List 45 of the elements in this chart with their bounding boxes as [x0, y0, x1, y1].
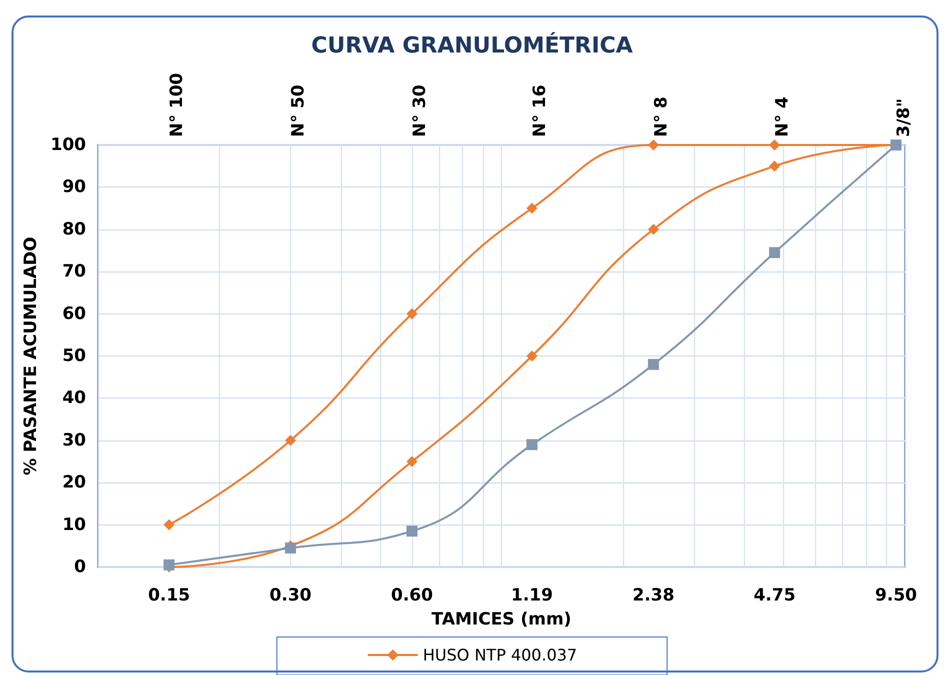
x-axis-title: TAMICES (mm) [432, 610, 572, 630]
point [648, 358, 659, 370]
x-tick-label: 2.38 [632, 586, 674, 606]
point [406, 456, 418, 467]
point [526, 350, 538, 362]
text: N° 100 [167, 72, 188, 137]
point [769, 247, 780, 258]
text: N° 4 [772, 96, 793, 137]
x-tick-label: 0.30 [270, 586, 312, 606]
point [648, 140, 659, 150]
x-tick-label: 0.60 [391, 586, 434, 606]
chart-title: CURVA GRANULOMÉTRICA [311, 32, 633, 58]
y-tick-label: 0 [74, 557, 86, 577]
text: N° 50 [288, 84, 309, 137]
y-tick-label: 70 [62, 262, 86, 282]
point [164, 519, 175, 530]
point [164, 559, 175, 570]
legend-label: HUSO NTP 400.037 [422, 646, 578, 664]
y-tick-label: 60 [62, 304, 86, 324]
text: N° 30 [410, 84, 430, 137]
y-tick-label: 80 [62, 219, 86, 240]
text: N° 8 [651, 96, 672, 137]
x-tick-label: 0.15 [148, 586, 190, 606]
y-tick-label: 90 [62, 177, 86, 198]
point [406, 526, 418, 537]
y-tick-label: 100 [50, 135, 86, 155]
text: 3/8" [894, 98, 914, 137]
y-tick-label: 10 [62, 514, 86, 535]
point [769, 140, 780, 150]
text: N° 16 [530, 84, 550, 137]
point [648, 224, 659, 235]
x-tick-label: 4.75 [754, 586, 796, 606]
x-tick-label: 9.50 [875, 586, 918, 606]
point [406, 308, 418, 320]
point [285, 434, 296, 446]
x-tick-label: 1.19 [511, 586, 553, 606]
y-tick-label: 40 [62, 388, 86, 408]
y-tick-label: 50 [62, 346, 86, 366]
point [285, 542, 296, 554]
point [526, 439, 538, 450]
point [526, 202, 538, 214]
y-tick-label: 20 [62, 472, 86, 493]
y-tick-label: 30 [62, 430, 86, 450]
y-axis-title: % PASANTE ACUMULADO [21, 236, 42, 476]
point [769, 160, 780, 172]
